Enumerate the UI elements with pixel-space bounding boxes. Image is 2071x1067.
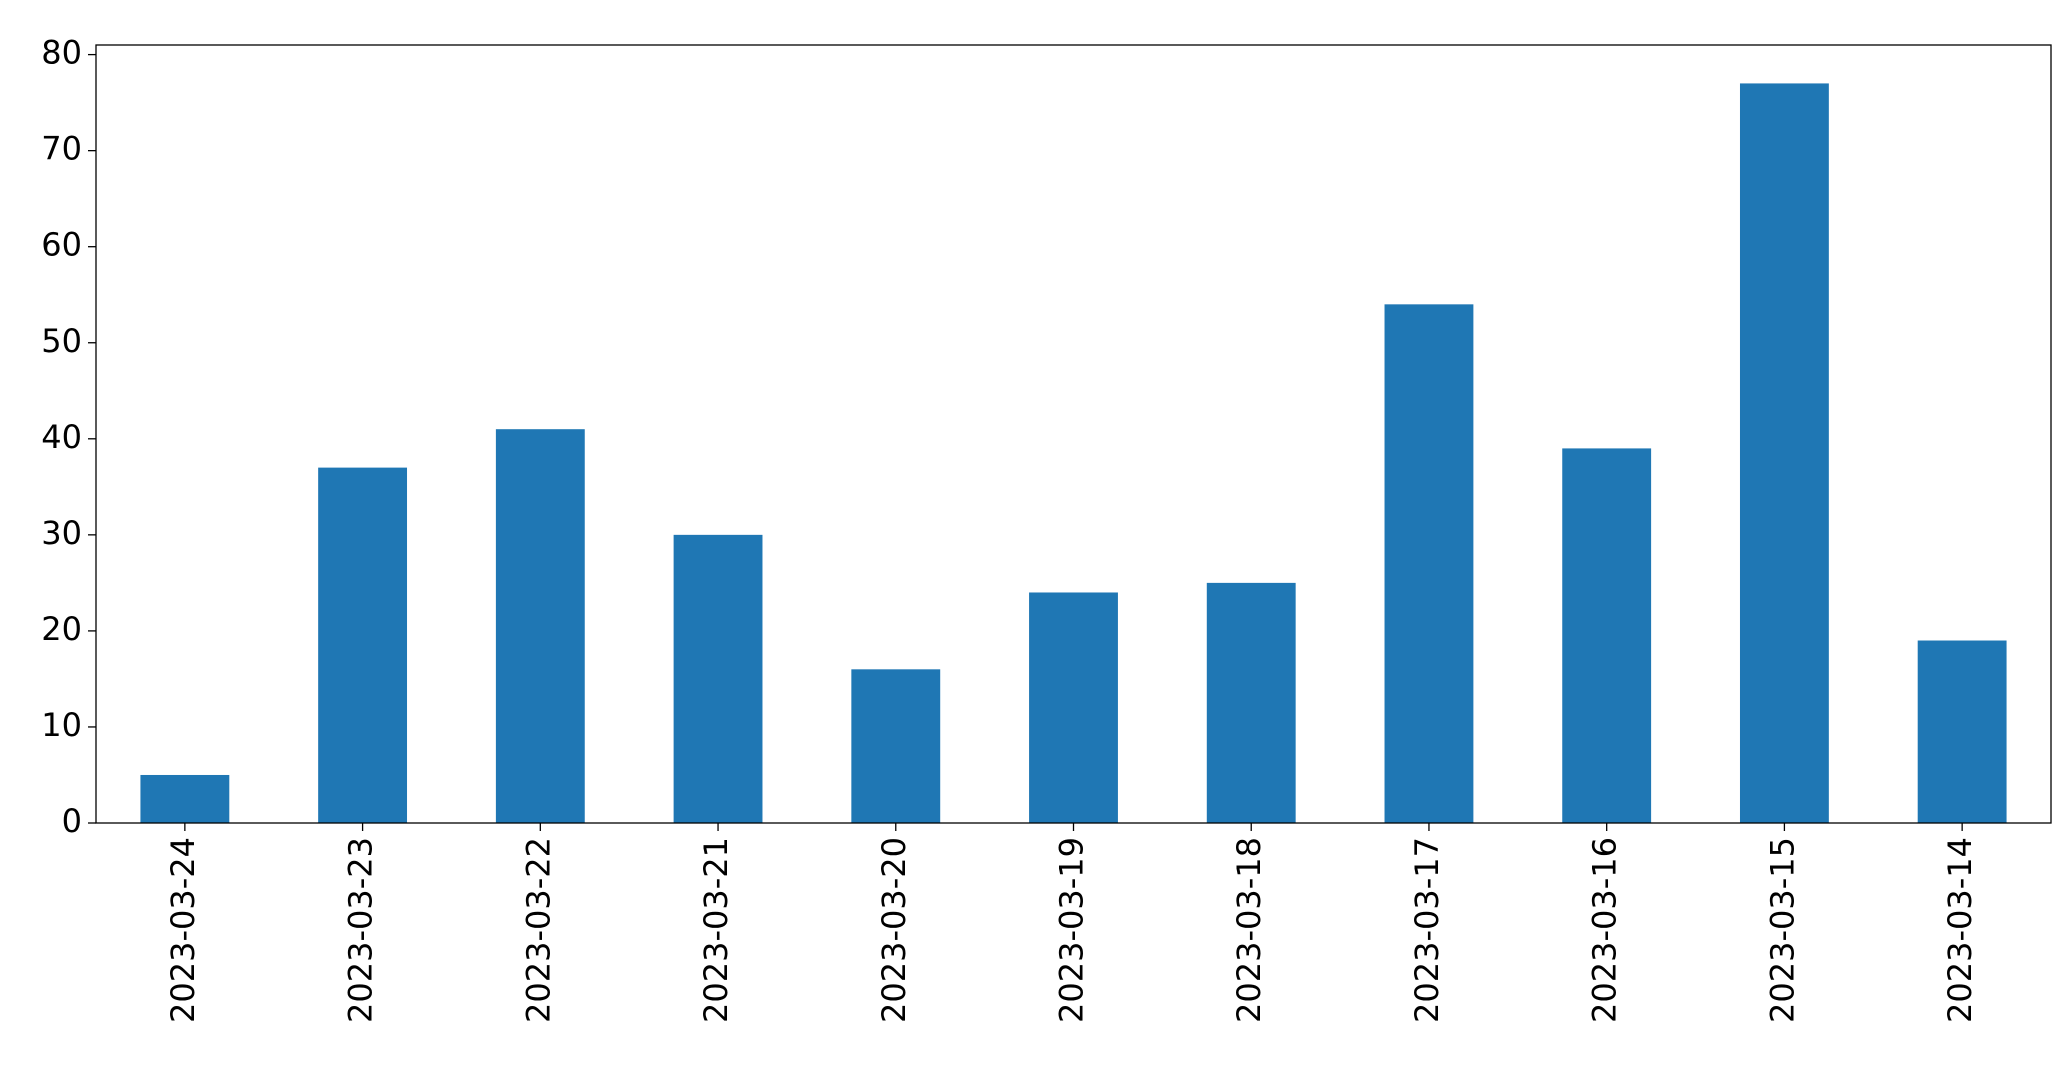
bar xyxy=(1384,304,1474,823)
x-tick-label: 2023-03-20 xyxy=(875,837,913,1023)
y-tick-label: 20 xyxy=(41,610,82,648)
y-tick-label: 10 xyxy=(41,706,82,744)
bar xyxy=(1739,83,1829,824)
x-tick-label: 2023-03-15 xyxy=(1763,837,1801,1023)
x-tick-label: 2023-03-16 xyxy=(1586,837,1624,1023)
x-tick-label: 2023-03-21 xyxy=(697,837,735,1023)
x-tick-label: 2023-03-18 xyxy=(1230,837,1268,1023)
bar xyxy=(495,429,585,823)
bar xyxy=(1029,592,1118,823)
bar xyxy=(318,467,408,823)
bar xyxy=(1562,448,1652,823)
y-tick-label: 40 xyxy=(41,418,82,456)
y-tick-label: 0 xyxy=(62,802,82,840)
x-tick-label: 2023-03-17 xyxy=(1408,837,1446,1023)
bar xyxy=(1206,582,1296,823)
x-tick-label: 2023-03-24 xyxy=(164,837,202,1023)
bar xyxy=(1917,640,2007,823)
y-tick-label: 70 xyxy=(41,130,82,168)
x-tick-label: 2023-03-22 xyxy=(519,837,557,1023)
bar xyxy=(140,774,230,823)
x-tick-label: 2023-03-23 xyxy=(342,837,380,1023)
y-tick-label: 50 xyxy=(41,322,82,360)
bar xyxy=(673,534,763,823)
bar xyxy=(851,669,941,823)
plot-frame xyxy=(95,44,2052,824)
x-tick-label: 2023-03-14 xyxy=(1941,837,1979,1023)
y-tick-label: 30 xyxy=(41,514,82,552)
y-tick-label: 80 xyxy=(41,34,82,72)
x-tick-label: 2023-03-19 xyxy=(1053,837,1091,1023)
y-tick-label: 60 xyxy=(41,226,82,264)
